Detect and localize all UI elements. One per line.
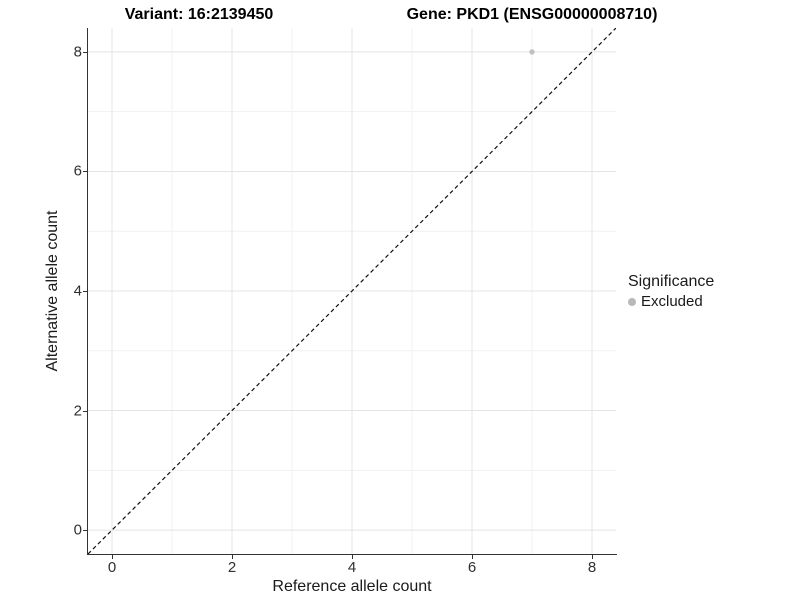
x-tick-mark (592, 555, 593, 559)
y-tick-label: 4 (73, 282, 82, 300)
x-tick-label: 0 (107, 559, 117, 576)
x-tick-label: 4 (347, 559, 357, 576)
x-axis-line (87, 554, 617, 555)
y-tick-mark (83, 410, 87, 412)
plot-title-gene: Gene: PKD1 (ENSG00000008710) (406, 6, 658, 23)
y-tick-mark (83, 291, 87, 292)
plot-title-variant: Variant: 16:2139450 (124, 6, 274, 23)
x-tick-label: 6 (467, 559, 477, 576)
y-tick-mark (83, 51, 87, 53)
x-tick-label: 2 (227, 559, 237, 576)
y-tick-label: 0 (73, 521, 82, 539)
y-axis-label: Alternative allele count (44, 210, 61, 372)
x-tick-mark (112, 555, 113, 559)
x-tick-label: 8 (587, 559, 597, 576)
plot-canvas (88, 28, 616, 554)
y-tick-label: 6 (73, 162, 82, 180)
legend-item-label: Excluded (641, 293, 703, 310)
x-tick-mark (352, 555, 353, 559)
legend: Significance Excluded (628, 272, 714, 310)
y-tick-label: 2 (73, 402, 82, 420)
y-tick-mark (83, 530, 87, 532)
y-tick-mark (83, 171, 87, 173)
legend-title: Significance (628, 273, 715, 290)
y-tick-label: 8 (73, 43, 82, 61)
legend-item: Excluded (628, 293, 714, 310)
identity-line (88, 28, 616, 554)
legend-point-icon (628, 297, 636, 306)
plot-panel (88, 28, 616, 554)
y-axis-line (87, 28, 88, 555)
x-tick-mark (472, 555, 473, 559)
x-tick-mark (232, 555, 233, 559)
x-axis-label: Reference allele count (272, 578, 432, 595)
data-point (529, 49, 535, 55)
